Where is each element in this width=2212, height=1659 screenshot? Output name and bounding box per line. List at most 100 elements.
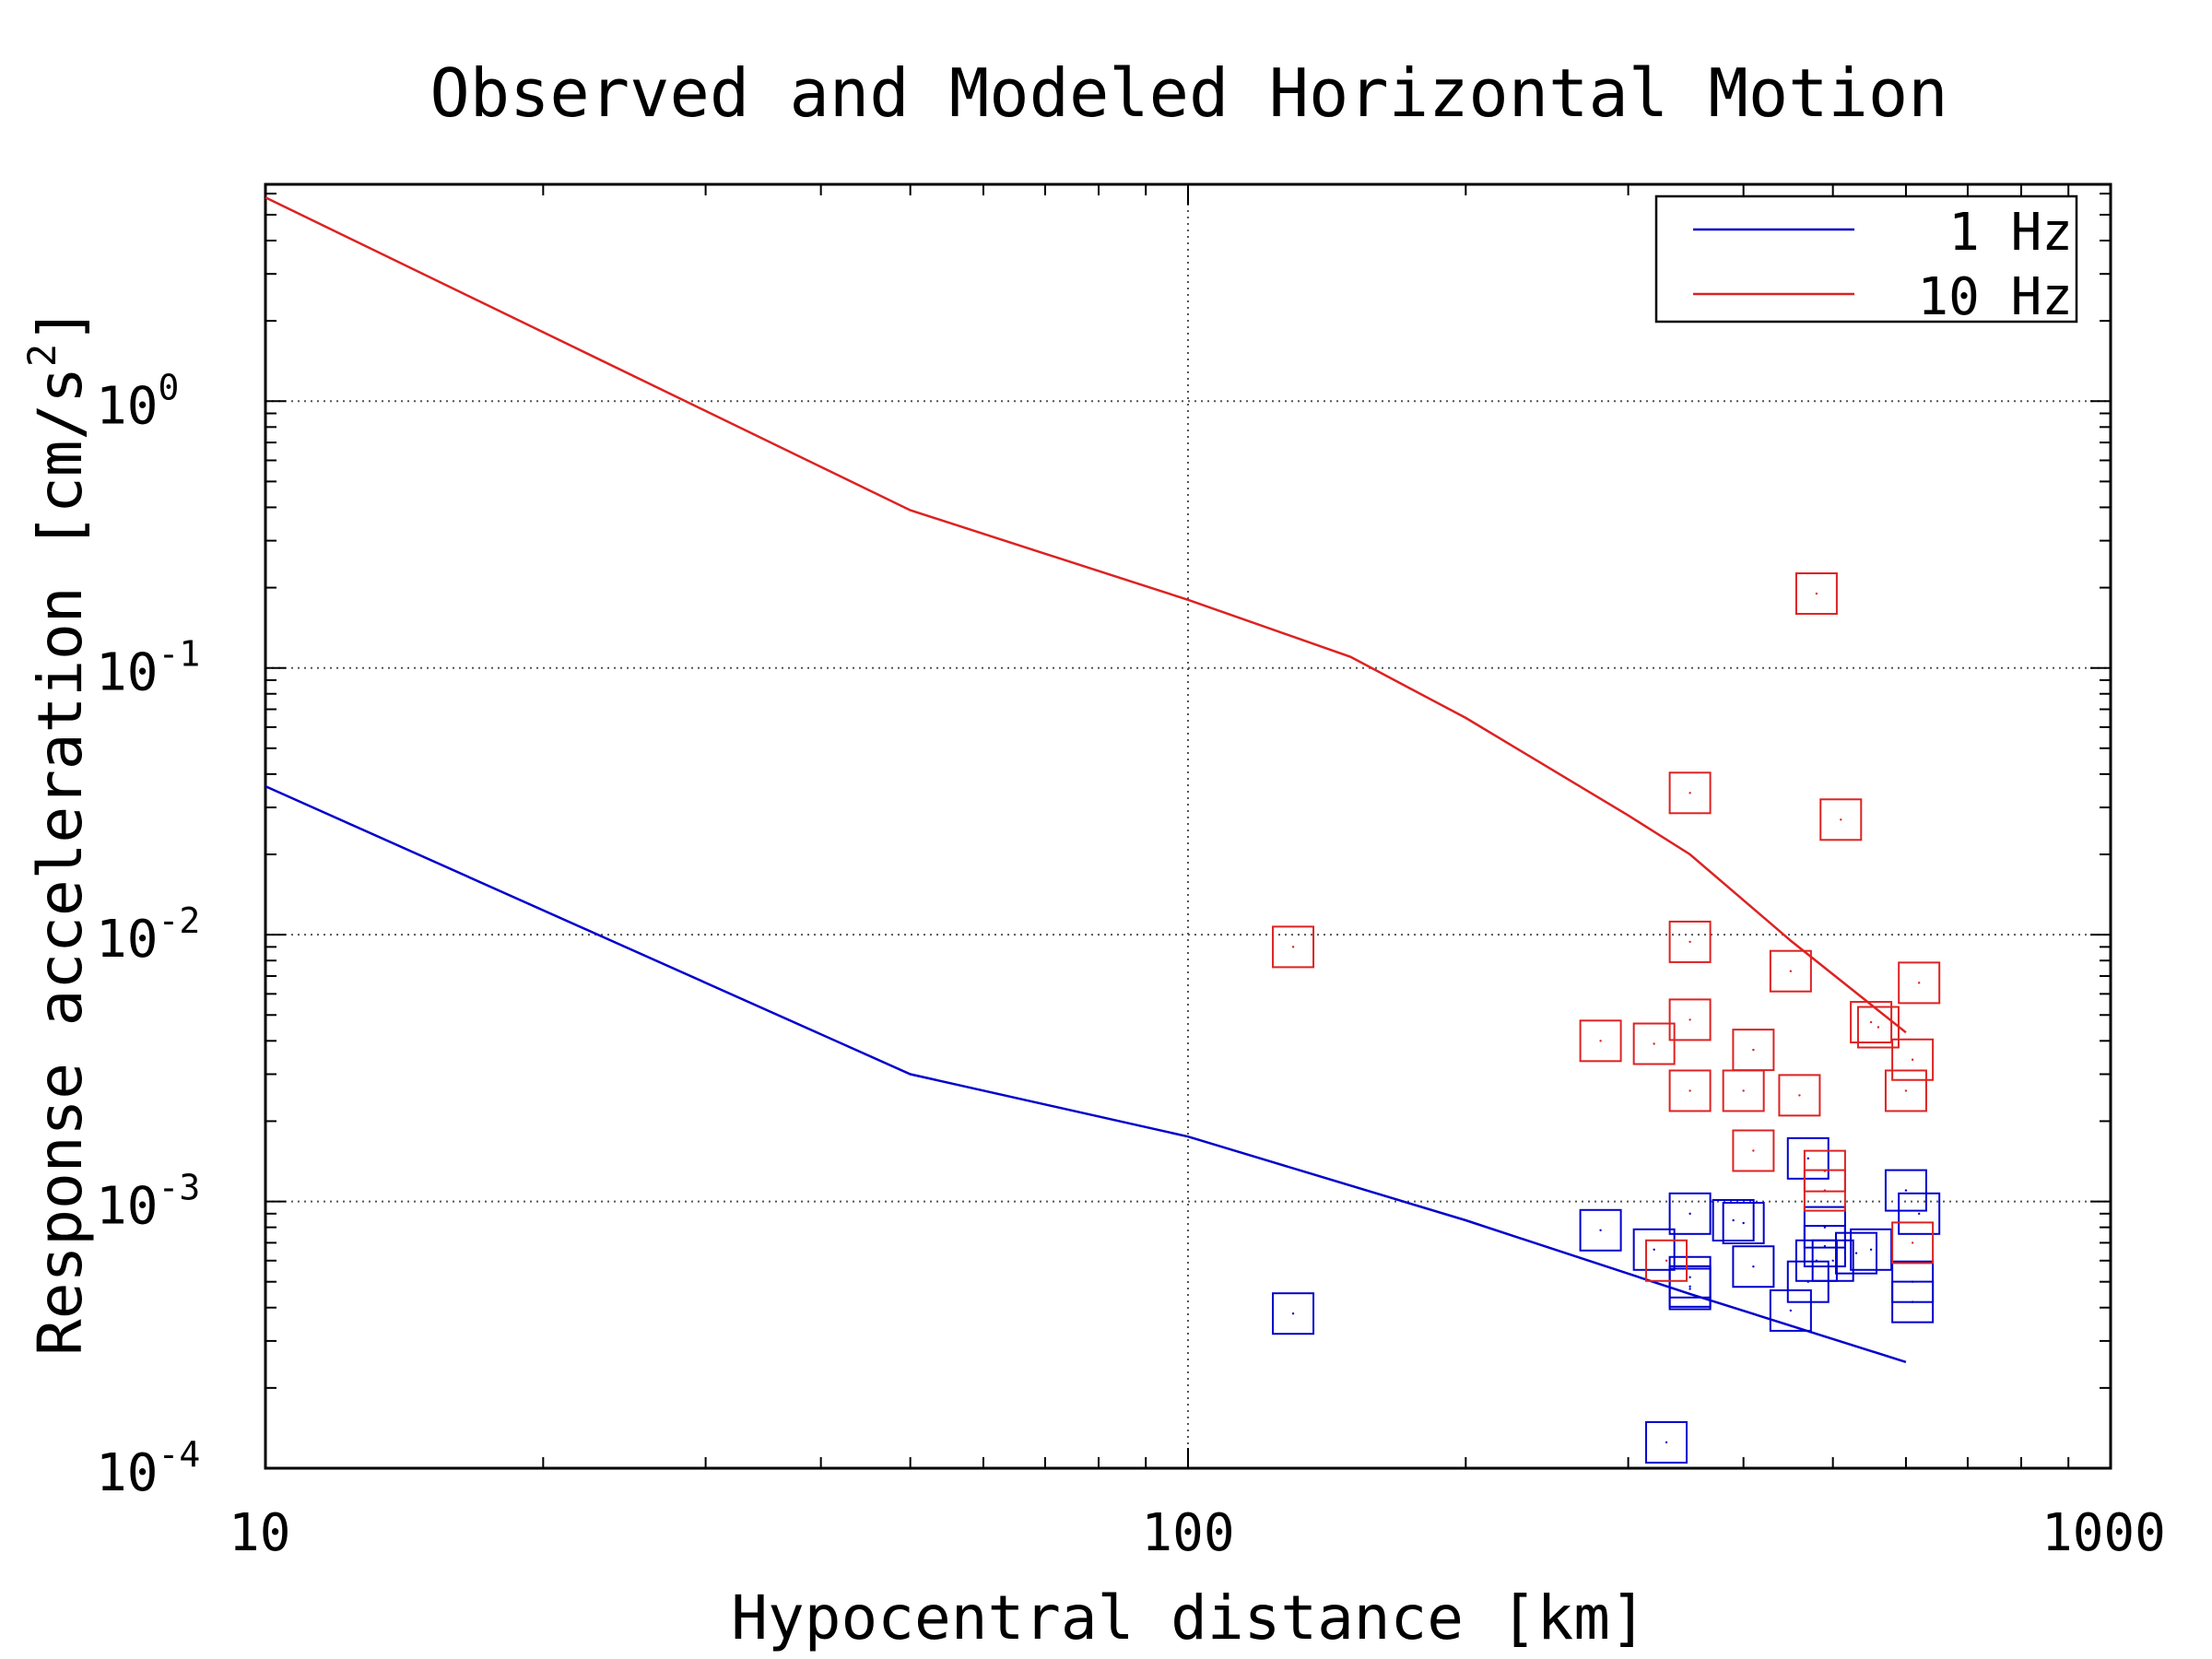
observed-point <box>1579 1019 1622 1063</box>
observed-point <box>1632 1228 1676 1271</box>
y-axis-label-sup: 2 <box>19 344 65 367</box>
observed-point <box>1794 1239 1838 1282</box>
observed-point-center <box>1688 1212 1691 1216</box>
observed-point-center <box>1665 1259 1668 1262</box>
observed-point <box>1712 1198 1755 1241</box>
observed-point-center <box>1806 1157 1809 1160</box>
observed-point <box>1794 572 1838 616</box>
observed-point-center <box>1789 970 1793 972</box>
observed-point-center <box>1688 1089 1691 1092</box>
y-tick-label-exponent: -2 <box>158 900 200 941</box>
y-tick-label-exponent: 0 <box>158 367 179 407</box>
observed-point-center <box>1752 1149 1755 1152</box>
observed-point-center <box>1798 1094 1801 1097</box>
y-tick-label: 10-1 <box>96 634 200 703</box>
observed-point <box>1819 798 1863 841</box>
observed-point-center <box>1688 940 1691 944</box>
observed-point <box>1778 1074 1821 1117</box>
y-tick-label: 100 <box>96 367 179 436</box>
observed-point <box>1769 1288 1812 1332</box>
observed-point-center <box>1653 1042 1655 1045</box>
x-tick-label: 100 <box>1141 1503 1234 1563</box>
observed-point <box>1898 961 1941 1005</box>
observed-point <box>1272 1292 1315 1335</box>
observed-point-center <box>1911 1300 1914 1303</box>
observed-point-center <box>1823 1244 1827 1248</box>
observed-point <box>1891 1221 1935 1265</box>
observed-point-center <box>1840 818 1842 821</box>
grid-layer <box>265 184 2111 1468</box>
observed-point-center <box>1688 1276 1691 1278</box>
observed-point <box>1668 920 1712 963</box>
observed-point <box>1891 1280 1935 1324</box>
observed-point <box>1884 1069 1927 1112</box>
observed-point <box>1786 1136 1830 1180</box>
observed-point-center <box>1599 1040 1602 1042</box>
observed-point <box>1891 1038 1935 1081</box>
observed-point-center <box>1688 792 1691 794</box>
observed-point <box>1668 1069 1712 1112</box>
observed-point-center <box>1665 1441 1668 1444</box>
observed-point <box>1645 1239 1688 1282</box>
observed-point-center <box>1742 1089 1745 1092</box>
y-axis-label: Response acceleration [cm/s2] <box>19 307 96 1356</box>
series-1 <box>265 196 1941 1282</box>
observed-point-center <box>1599 1229 1602 1232</box>
observed-point-center <box>1831 1259 1834 1262</box>
observed-point-center <box>1789 1309 1793 1312</box>
observed-point <box>1668 771 1712 815</box>
chart-title: Observed and Modeled Horizontal Motion <box>429 54 1947 132</box>
observed-point <box>1722 1201 1765 1244</box>
observed-point <box>1898 1192 1941 1235</box>
y-tick-label-base: 10 <box>96 643 158 703</box>
observed-point <box>1632 1022 1676 1065</box>
observed-point <box>1732 1129 1775 1172</box>
observed-point <box>1732 1245 1775 1288</box>
observed-point-center <box>1869 1020 1873 1024</box>
y-tick-label-base: 10 <box>96 376 158 436</box>
observed-point <box>1769 949 1812 993</box>
y-tick-label-base: 10 <box>96 1177 158 1237</box>
y-tick-label-base: 10 <box>96 910 158 970</box>
model-line-1 <box>265 196 1907 1034</box>
y-tick-label-base: 10 <box>96 1443 158 1503</box>
observed-point <box>1645 1420 1688 1464</box>
observed-point <box>1668 1192 1712 1235</box>
observed-point-center <box>1854 1252 1858 1254</box>
observed-point-center <box>1911 1058 1914 1061</box>
observed-point-center <box>1815 1259 1818 1262</box>
observed-point-center <box>1752 1265 1755 1268</box>
observed-point <box>1668 998 1712 1041</box>
x-tick-label: 1000 <box>2041 1503 2166 1563</box>
observed-point-center <box>1688 1285 1691 1288</box>
observed-point-center <box>1869 1248 1873 1251</box>
legend-box <box>1654 194 2078 324</box>
observed-point-center <box>1653 1248 1655 1251</box>
series-layer <box>265 196 1941 1464</box>
observed-point-center <box>1815 592 1818 595</box>
y-tick-label: 10-4 <box>96 1434 200 1503</box>
observed-point <box>1579 1208 1622 1252</box>
legend-label: 1 Hz <box>1948 203 2073 263</box>
observed-point <box>1884 1169 1927 1212</box>
observed-point-center <box>1904 1089 1908 1092</box>
y-tick-label-exponent: -1 <box>158 634 200 675</box>
observed-point <box>1850 1001 1893 1044</box>
observed-point-center <box>1917 982 1921 984</box>
observed-point <box>1856 1006 1900 1049</box>
y-tick-label: 10-2 <box>96 900 200 970</box>
y-tick-label: 10-3 <box>96 1168 200 1237</box>
observed-point-center <box>1823 1189 1827 1192</box>
observed-point <box>1272 925 1315 969</box>
y-tick-label-exponent: -3 <box>158 1168 200 1208</box>
y-axis-label-end: ] <box>25 307 96 344</box>
observed-point-center <box>1917 1212 1921 1216</box>
x-axis-label: Hypocentral distance [km] <box>731 1583 1646 1653</box>
observed-point-center <box>1877 1026 1880 1029</box>
observed-point-center <box>1291 1312 1295 1315</box>
observed-point-center <box>1688 1288 1691 1290</box>
